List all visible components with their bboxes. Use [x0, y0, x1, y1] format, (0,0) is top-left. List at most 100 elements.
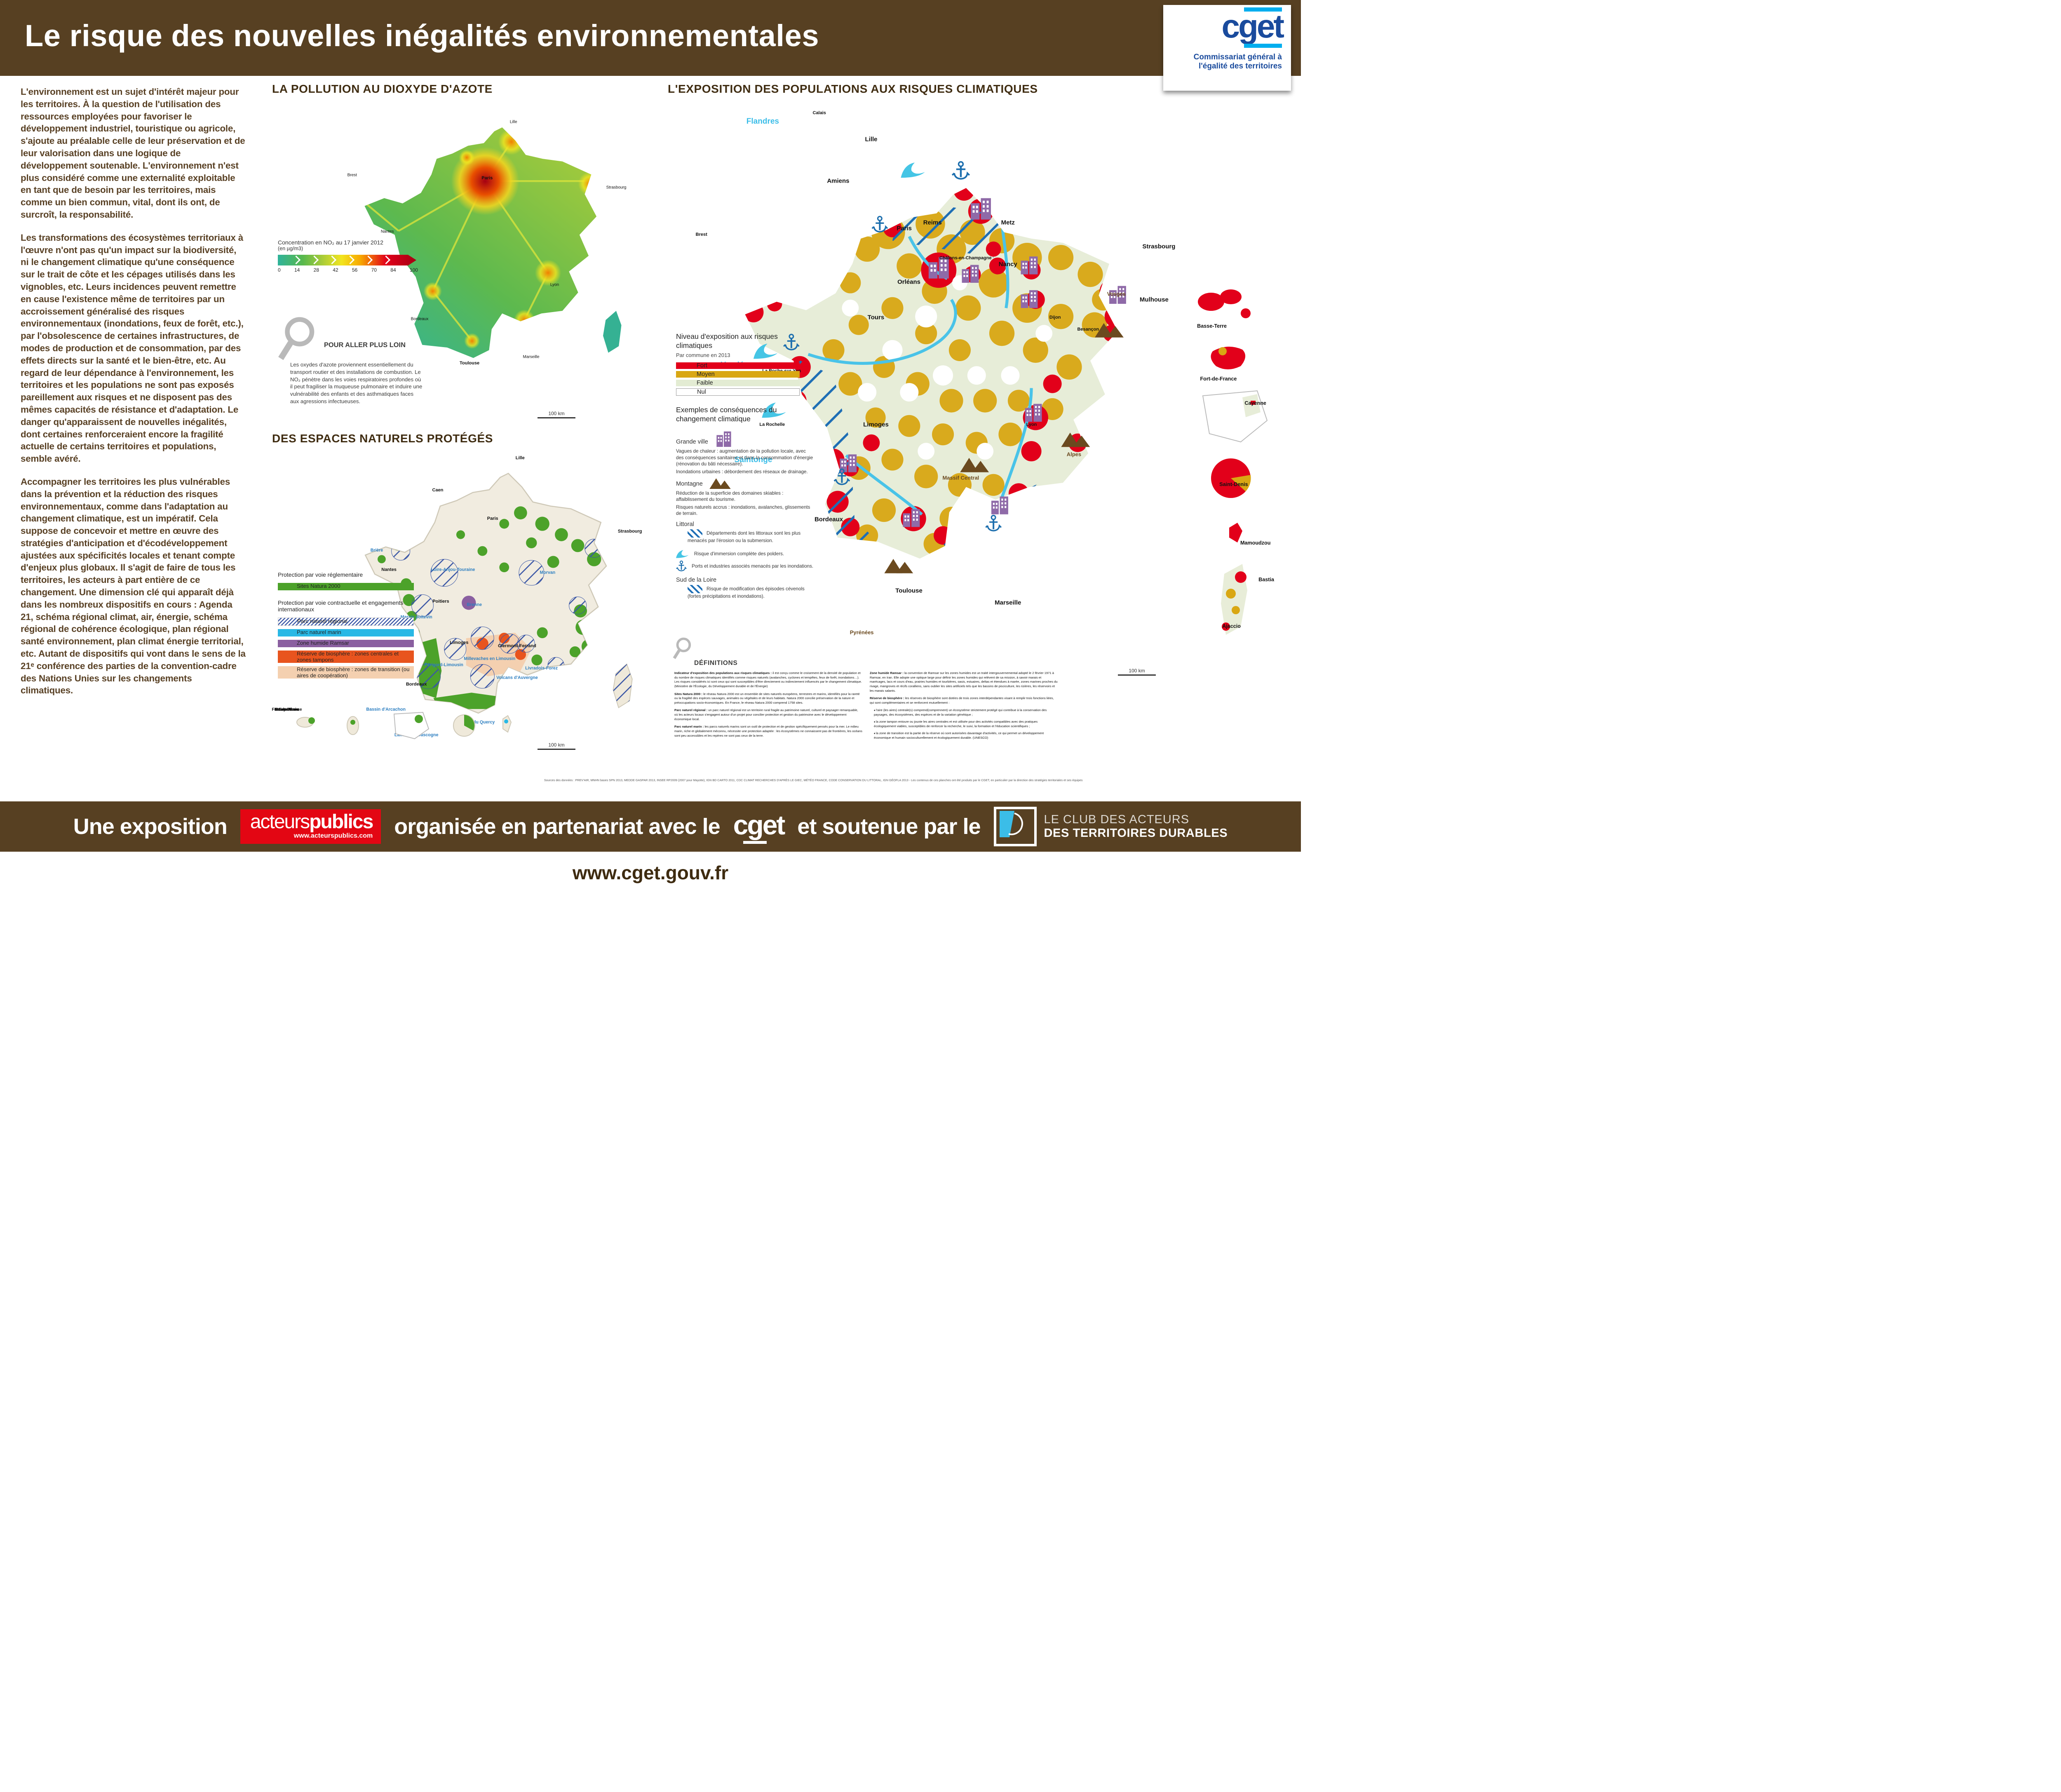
no2-legend: Concentration en NO₂ au 17 janvier 2012 …	[278, 239, 422, 273]
no2-tick: 100	[409, 267, 418, 273]
map-label: Saintonge	[734, 456, 772, 464]
map-label: Marseille	[523, 355, 540, 359]
definition-entry: Parc naturel régional : un parc naturel …	[674, 708, 858, 721]
definition-entry: Sites Natura 2000 : le réseau Natura 200…	[674, 692, 860, 705]
martinique-shape	[1211, 346, 1246, 369]
exposure-swatch	[676, 389, 692, 395]
cget-footer-wordmark: cget	[733, 809, 785, 844]
map-label: Limoges	[863, 421, 889, 428]
map-label: Strasbourg	[617, 529, 642, 534]
map-label: Marseille	[995, 599, 1021, 606]
exposure-item: Moyen	[676, 371, 800, 378]
footer-suffix: et soutenue par le	[797, 814, 981, 839]
mayotte-shape	[1229, 523, 1242, 543]
legend-item: Zone humide Ramsar	[278, 640, 414, 647]
legend-item: Réserve de biosphère : zones de transiti…	[278, 666, 414, 679]
exposure-legend: Niveau d'exposition aux risques climatiq…	[676, 332, 800, 398]
example-polders: Risque d'immersion complète des polders.	[676, 549, 815, 559]
mountain-icon	[709, 477, 731, 489]
inset-label: Ajaccio	[1222, 623, 1241, 629]
no2-tick: 42	[333, 267, 338, 273]
map-label: Mulhouse	[1139, 296, 1169, 303]
scale-bar: 100 km	[538, 742, 575, 750]
example-montagne: Montagne	[676, 477, 815, 489]
map-label: Besançon	[1077, 327, 1099, 332]
map-label: Clermont-Ferrand	[498, 643, 536, 648]
section-title-espaces: DES ESPACES NATURELS PROTÉGÉS	[272, 432, 493, 445]
legend-swatch	[278, 630, 292, 636]
definitions-col2: Zone humide Ramsar : la convention de Ra…	[870, 671, 1058, 742]
legend-item: Parc naturel marin	[278, 629, 414, 636]
no2-gradient-bar	[278, 255, 416, 265]
espaces-map-svg	[364, 472, 633, 714]
map-label: Lille	[515, 456, 525, 461]
definition-entry: Réserve de biosphère : les réserves de b…	[870, 696, 1054, 705]
section-title-no2: LA POLLUTION AU DIOXYDE D'AZOTE	[272, 82, 493, 95]
acteurspublics-url: www.acteurspublics.com	[293, 832, 373, 840]
map-label: Massif Central	[942, 474, 979, 481]
map-label: Bassin d'Arcachon	[366, 707, 406, 712]
espaces-overseas-insets: Basse-Terre Fort-de-France Cayenne Saint-De…	[272, 707, 534, 767]
no2-tick: 0	[278, 267, 281, 273]
map-label: Nantes	[380, 229, 394, 234]
exposure-legend-title: Niveau d'exposition aux risques climatiq…	[676, 332, 778, 350]
guyane-shape	[1202, 390, 1268, 443]
map-label: Caen	[432, 487, 444, 493]
map-label: Volcans d'Auvergne	[496, 675, 538, 681]
legend-swatch	[278, 584, 292, 590]
espaces-legend: Protection par voie réglementaire Sites …	[278, 571, 414, 682]
corsica-shape	[603, 310, 622, 353]
littoral-hatch-icon	[688, 529, 702, 538]
map-label: Toulouse	[895, 587, 923, 594]
intro-column: L'environnement est un sujet d'intérêt m…	[21, 86, 246, 707]
inset-label: Cayenne	[1244, 400, 1266, 406]
legend-reg-title: Protection par voie réglementaire	[278, 571, 363, 578]
scale-bar: 100 km	[1118, 668, 1156, 676]
header: Le risque des nouvelles inégalités envir…	[0, 0, 1301, 76]
no2-tick: 84	[390, 267, 396, 273]
acteurspublics-logo: acteurspublics www.acteurspublics.com	[240, 809, 381, 844]
exposure-item: Nul	[676, 388, 800, 396]
magnifier-icon	[278, 316, 317, 364]
example-ports: Ports et industries associés menacés par…	[676, 560, 815, 573]
exposure-item: Fort	[676, 362, 800, 369]
map-label: Nancy	[998, 261, 1017, 268]
map-label: Loire-Anjou-Touraine	[431, 567, 475, 572]
example-littoral-label: Littoral	[676, 521, 694, 528]
risques-insets-svg	[1198, 289, 1268, 635]
map-label: Alpes	[1066, 451, 1082, 458]
wave-icon	[676, 549, 689, 559]
map-label: Paris	[481, 176, 493, 181]
inset-label: Cayenne	[278, 707, 296, 712]
no2-legend-unit: (en µg/m3)	[278, 246, 303, 251]
cget-accent-bar	[1244, 7, 1282, 12]
risques-map: Flandres Calais Lille Amiens Paris Reims Châlo…	[696, 104, 1187, 698]
map-label: Toulouse	[459, 360, 480, 366]
corse-shape	[1221, 564, 1247, 635]
example-grande-ville: Grande ville	[676, 429, 815, 447]
definition-entry: Indicateur d'exposition des populations …	[674, 671, 862, 688]
legend-item: Réserve de biosphère : zones centrales e…	[278, 651, 414, 663]
website-line: www.cget.gouv.fr	[572, 862, 729, 883]
cget-logo-card: cget Commissariat général à l'égalité de…	[1163, 5, 1291, 91]
map-label: Châlons-en-Champagne	[939, 256, 992, 261]
espaces-insets-svg	[296, 712, 512, 740]
no2-legend-title: Concentration en NO₂ au 17 janvier 2012	[278, 239, 384, 246]
no2-tick: 28	[313, 267, 319, 273]
no2-map-labels: Lille Paris Strasbourg Brest Nantes Lyon Borde…	[346, 103, 640, 416]
anchor-icon	[676, 560, 687, 573]
exposure-swatch	[676, 380, 692, 386]
examples-title: Exemples de conséquences du changement c…	[676, 406, 777, 423]
inset-label: Basse-Terre	[275, 707, 299, 712]
definition-bullet: la zone de transition est la partie de l…	[874, 731, 1058, 740]
legend-swatch	[278, 667, 292, 674]
poster: Le risque des nouvelles inégalités envir…	[0, 0, 1301, 896]
definition-entry: Parc naturel marin : les parcs naturels …	[674, 725, 862, 737]
espaces-map: Lille Caen Paris Strasbourg Brière Nantes Loir…	[346, 452, 651, 770]
map-label: Dijon	[1049, 315, 1061, 320]
legend-swatch	[278, 651, 292, 658]
no2-map: Lille Paris Strasbourg Brest Nantes Lyon Borde…	[346, 103, 640, 416]
inset-label: Mamoudzou	[1240, 540, 1271, 546]
example-text: Inondations urbaines : débordement des r…	[676, 469, 808, 474]
definitions-title: DÉFINITIONS	[694, 660, 738, 667]
